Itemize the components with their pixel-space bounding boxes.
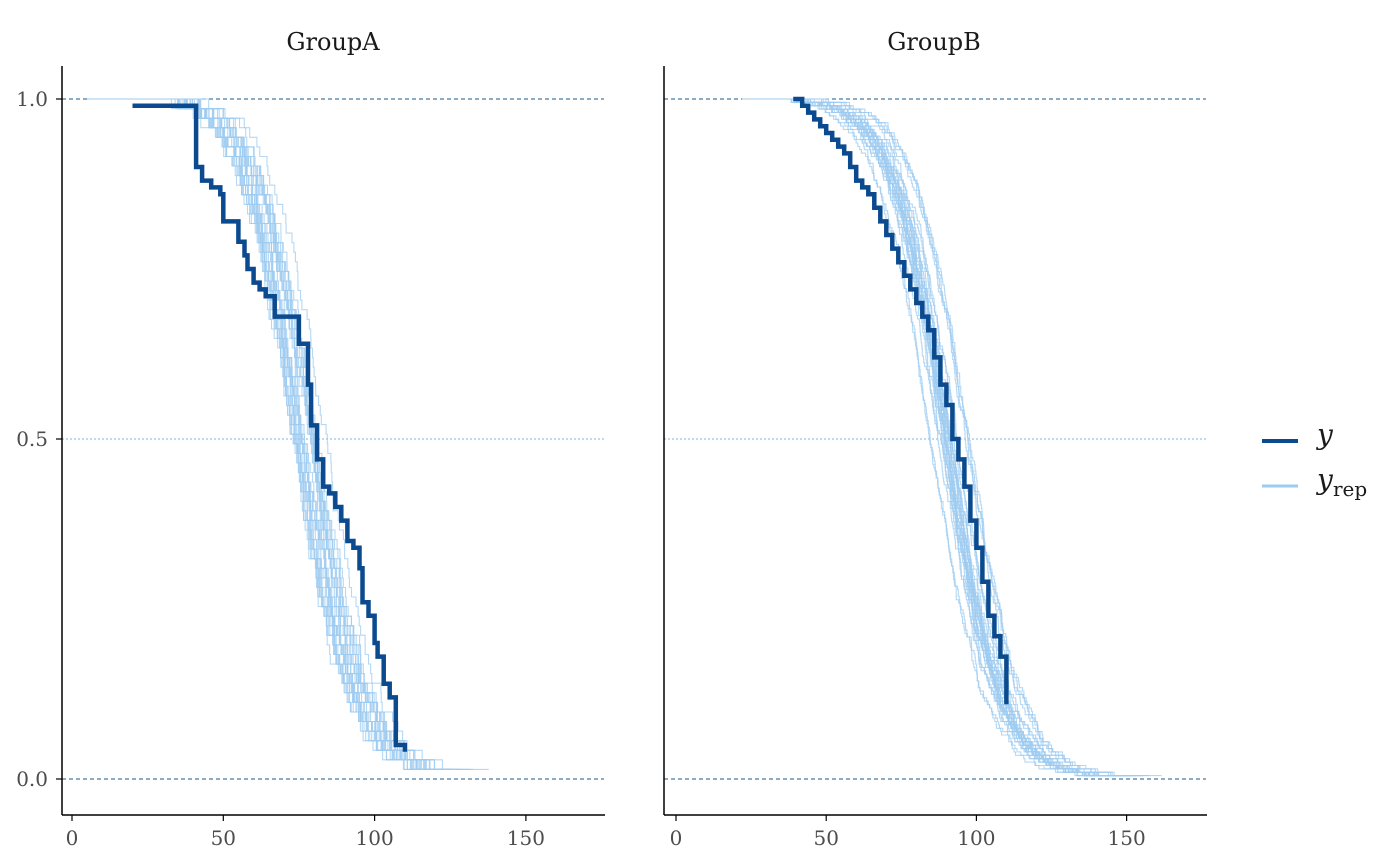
x-tick-label: 150	[1108, 826, 1146, 850]
x-tick-label: 0	[66, 826, 79, 850]
yrep-curve	[742, 98, 1113, 777]
y-tick-label: 0.0	[16, 767, 48, 791]
legend-label-yrep-subscript: rep	[1333, 477, 1367, 501]
yrep-curve	[87, 98, 459, 770]
facet-title: GroupB	[887, 28, 981, 56]
x-tick-label: 100	[356, 826, 394, 850]
yrep-curve	[87, 98, 474, 770]
yrep-curve	[87, 98, 489, 770]
yrep-curve	[742, 98, 1122, 777]
yrep-curve	[742, 98, 1143, 777]
yrep-curve	[742, 98, 1117, 777]
yrep-curve	[742, 98, 1115, 777]
y-curve	[793, 96, 1009, 705]
panel-group-a: 0 50 100 150 0.0 0.5 1.0 GroupA	[16, 28, 605, 850]
yrep-curve	[742, 98, 1126, 777]
yrep-curve	[742, 98, 1112, 777]
x-tick-label: 0	[670, 826, 683, 850]
yrep-curve	[87, 98, 444, 770]
yrep-curve	[87, 98, 460, 770]
yrep-curve	[87, 98, 469, 770]
yrep-curve	[87, 98, 440, 770]
yrep-curve	[742, 98, 1116, 777]
yrep-curve	[742, 98, 1136, 777]
yrep-curve	[742, 98, 1129, 777]
x-tick-label: 150	[507, 826, 545, 850]
yrep-curve	[87, 98, 447, 770]
yrep-curve	[742, 98, 1106, 777]
y-tick-label: 0.5	[16, 427, 48, 451]
yrep-curve	[87, 98, 459, 770]
yrep-curve	[742, 98, 1129, 777]
yrep-curve	[87, 98, 449, 770]
yrep-curve	[742, 98, 1115, 777]
yrep-curve	[87, 98, 451, 770]
yrep-curve	[742, 98, 1129, 777]
facet-title: GroupA	[286, 28, 380, 56]
legend-label-yrep: y	[1315, 463, 1334, 496]
yrep-curve	[742, 98, 1136, 777]
yrep-curve	[742, 98, 1120, 777]
x-tick-label: 50	[211, 826, 236, 850]
yrep-curve	[742, 98, 1109, 777]
yrep-curve	[87, 98, 448, 770]
y-curve	[132, 103, 408, 752]
yrep-curve	[742, 98, 1123, 777]
yrep-curve	[87, 98, 447, 770]
yrep-curve	[87, 98, 450, 770]
yrep-curve	[742, 98, 1131, 777]
legend: y y rep	[1262, 418, 1367, 501]
x-tick-label: 100	[957, 826, 995, 850]
yrep-curve	[87, 98, 441, 770]
x-tick-label: 50	[813, 826, 838, 850]
yrep-curve	[742, 98, 1120, 777]
yrep-curve	[742, 98, 1107, 777]
legend-label-y: y	[1315, 418, 1334, 451]
yrep-curve	[742, 98, 1130, 777]
yrep-curve	[742, 98, 1094, 777]
yrep-curve	[742, 98, 1137, 777]
yrep-curve	[87, 98, 470, 770]
yrep-curve	[87, 98, 451, 770]
panel-group-b: 0 50 100 150 GroupB	[663, 28, 1207, 850]
y-tick-label: 1.0	[16, 87, 48, 111]
